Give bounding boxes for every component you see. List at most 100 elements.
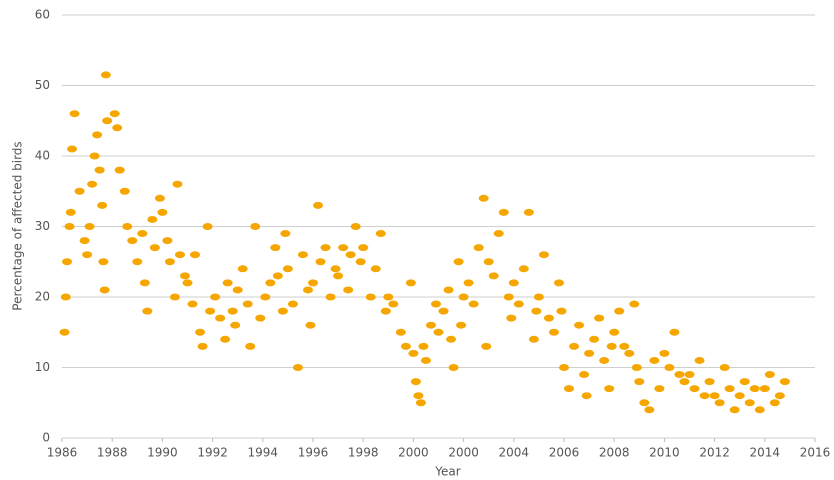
point (154, 194, 165, 202)
point (606, 342, 617, 350)
point (513, 300, 524, 308)
point (631, 364, 642, 371)
x-axis-label: Year (434, 465, 460, 479)
point (654, 385, 665, 393)
point (365, 293, 376, 301)
point (308, 279, 318, 287)
x-tick-label: 2014 (750, 446, 781, 460)
point (664, 364, 675, 371)
point (297, 251, 308, 259)
point (169, 293, 180, 301)
point (531, 307, 542, 315)
point (265, 279, 276, 287)
point (282, 265, 293, 273)
point (684, 371, 695, 379)
point (599, 356, 610, 364)
point (230, 321, 241, 329)
point (533, 293, 544, 301)
point (112, 124, 123, 132)
point (584, 349, 595, 357)
point (604, 385, 615, 393)
point (458, 293, 469, 301)
point (315, 258, 326, 266)
y-tick-label: 60 (35, 8, 50, 22)
y-tick-label: 0 (42, 431, 50, 445)
point (330, 265, 341, 273)
x-tick-label: 2016 (800, 446, 831, 460)
point (481, 342, 492, 350)
point (92, 131, 103, 139)
point (97, 201, 108, 209)
point (443, 286, 454, 294)
point (149, 244, 160, 252)
point (410, 378, 421, 386)
point (649, 356, 660, 364)
point (729, 406, 740, 414)
point (195, 328, 206, 336)
point (122, 223, 133, 230)
point (425, 321, 436, 329)
y-tick-label: 40 (35, 149, 50, 163)
point (594, 314, 605, 322)
x-tick-label: 2000 (398, 446, 429, 460)
point (674, 371, 685, 379)
point (478, 194, 489, 202)
point (320, 244, 331, 252)
point (644, 406, 655, 414)
point (468, 300, 479, 308)
point (548, 328, 559, 336)
point (87, 180, 98, 188)
point (232, 286, 243, 294)
point (74, 187, 85, 195)
point (65, 208, 76, 216)
point (498, 208, 509, 216)
point (255, 314, 266, 322)
point (624, 349, 635, 357)
y-tick-label: 50 (35, 78, 50, 92)
point (724, 385, 735, 393)
point (523, 208, 534, 216)
point (473, 244, 484, 252)
point (744, 399, 755, 407)
point (574, 321, 585, 329)
point (355, 258, 366, 266)
point (245, 342, 256, 350)
point (553, 279, 564, 287)
point (313, 201, 324, 209)
point (82, 251, 93, 259)
point (345, 251, 356, 259)
x-tick-label: 1986 (47, 446, 78, 460)
point (589, 335, 600, 343)
point (114, 166, 125, 174)
point (242, 300, 253, 308)
point (174, 251, 185, 259)
point (659, 349, 670, 357)
point (699, 392, 710, 400)
point (405, 279, 416, 287)
point (719, 364, 730, 371)
point (305, 321, 316, 329)
point (739, 378, 750, 386)
point (503, 293, 514, 301)
x-tick-label: 1992 (197, 446, 228, 460)
point (287, 300, 298, 308)
point (60, 293, 71, 301)
point (370, 265, 381, 273)
point (260, 293, 271, 301)
point (142, 307, 153, 315)
x-tick-label: 2012 (699, 446, 730, 460)
point (215, 314, 226, 322)
point (127, 237, 138, 245)
point (222, 279, 233, 287)
point (448, 364, 459, 371)
point (694, 356, 705, 364)
point (639, 399, 650, 407)
point (132, 258, 143, 266)
point (433, 328, 444, 336)
point (759, 385, 770, 393)
point (769, 399, 780, 407)
point (205, 307, 216, 315)
y-tick-label: 10 (35, 360, 50, 374)
point (430, 300, 441, 308)
point (59, 328, 70, 336)
